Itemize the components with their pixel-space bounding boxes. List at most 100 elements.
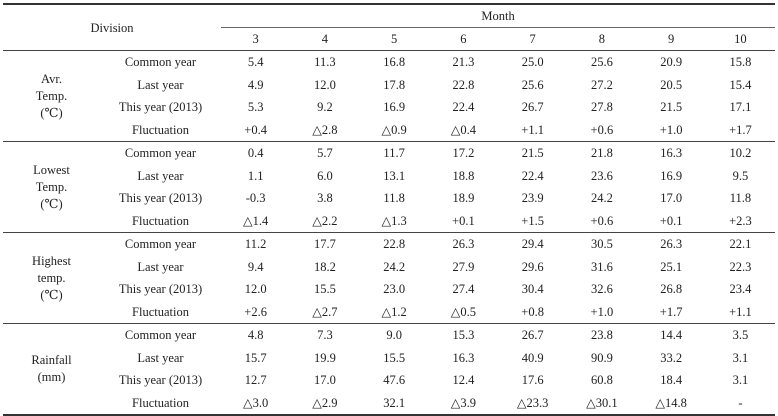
value-cell: 30.4 [521,282,544,297]
value-cell: △2.7 [312,304,338,319]
table-row: Fluctuation +2.6 △2.7 △1.2 △0.5 +0.8 +1.0 +1.7 +… [3,301,775,324]
value-cell: 3.5 [705,323,776,347]
value-cell: 20.9 [636,50,706,74]
table-row: Fluctuation +0.4 △2.8 △0.9 △0.4 +1.1 +0.6 +1.0 +… [3,119,775,142]
value-cell: 47.6 [383,373,406,388]
value-cell: 5.4 [221,50,291,74]
value-cell: △1.4 [243,213,269,228]
value-cell: 22.3 [729,259,752,274]
group-label-line: (℃) [40,196,63,211]
value-cell: 11.7 [359,141,429,165]
value-cell: 21.5 [660,100,683,115]
value-cell: 17.8 [383,77,406,92]
value-cell: 23.4 [729,282,752,297]
table-row: This year (2013) -0.3 3.8 11.8 18.9 23.9 24.2 1… [3,187,775,210]
value-cell: 33.2 [660,350,683,365]
value-cell: 9.2 [317,100,333,115]
value-cell: 31.6 [590,259,613,274]
value-cell: +0.1 [452,213,475,228]
row-label: Fluctuation [132,122,189,137]
value-cell: 4.9 [247,77,264,92]
value-cell: 18.4 [660,373,683,388]
value-cell: 27.9 [452,259,475,274]
value-cell: 13.1 [383,168,406,183]
row-label: Fluctuation [132,304,189,319]
value-cell: 17.6 [521,373,544,388]
value-cell: 22.4 [452,100,475,115]
value-cell: 17.7 [290,232,360,256]
value-cell: 9.5 [732,168,749,183]
row-label: Fluctuation [132,213,189,228]
value-cell: - [705,391,776,416]
value-cell: 22.1 [705,232,776,256]
value-cell: +1.0 [659,122,683,137]
value-cell: +0.6 [590,122,614,137]
value-cell: 15.5 [383,350,406,365]
value-cell: 15.4 [729,77,752,92]
value-cell: 26.7 [498,323,568,347]
value-cell: △0.5 [450,304,476,319]
value-cell: 5.3 [247,100,264,115]
value-cell: 24.2 [383,259,406,274]
value-cell: 40.9 [521,350,544,365]
value-cell: 17.0 [660,191,683,206]
value-cell: 7.3 [290,323,360,347]
row-label: This year (2013) [118,191,203,206]
row-label: Last year [137,77,184,92]
value-cell: 60.8 [590,373,613,388]
value-cell: 25.1 [660,259,683,274]
value-cell: -0.3 [245,191,266,206]
value-cell: 23.8 [567,323,637,347]
month-col-header: 9 [636,27,706,51]
value-cell: △1.2 [381,304,407,319]
value-cell: +0.4 [244,122,267,137]
value-cell: 15.3 [428,323,498,347]
value-cell: 18.9 [452,191,475,206]
group-label-line: temp. [37,270,66,285]
value-cell: 23.6 [590,168,613,183]
value-cell: 27.8 [590,100,613,115]
table-row: Rainfall (mm) Common year 4.8 7.3 9.0 15.3 26.7… [3,323,776,416]
value-cell: +0.8 [521,304,544,319]
row-label: This year (2013) [118,373,203,388]
group-label-line: (℃) [40,287,63,302]
value-cell: +1.7 [729,122,752,137]
value-cell: +2.3 [729,213,752,228]
value-cell: 26.8 [660,282,683,297]
value-cell: △3.9 [428,391,498,416]
value-cell: 22.8 [359,232,429,256]
value-cell: 18.8 [452,168,475,183]
table-row: Lowest Temp. (℃) Common year 0.4 5.7 11.7 17.2 2… [3,141,776,233]
row-label: Last year [137,350,184,365]
month-col-header: 5 [359,27,429,51]
table-row: This year (2013) 5.3 9.2 16.9 22.4 26.7 27.8 21… [3,96,775,119]
value-cell: 3.8 [317,191,333,206]
value-cell: 23.9 [521,191,544,206]
value-cell: 19.9 [313,350,336,365]
value-cell: 17.0 [313,373,336,388]
division-header: Division [3,3,221,51]
group-label-line: Avr. [41,71,62,86]
value-cell: 30.5 [567,232,637,256]
table-row: Last year 1.1 6.0 13.1 18.8 22.4 23.6 16.9 9.5 [3,165,775,188]
table-row: Highest temp. (℃) Common year 11.2 17.7 22.8 26… [3,232,776,324]
group-label: Avr. Temp. (℃) [3,50,100,142]
value-cell: 27.2 [590,77,613,92]
value-cell: 9.0 [359,323,429,347]
group-label: Lowest Temp. (℃) [3,141,100,233]
value-cell: 11.3 [290,50,360,74]
value-cell: 23.0 [383,282,406,297]
value-cell: 18.2 [313,259,336,274]
value-cell: 21.8 [567,141,637,165]
value-cell: 11.2 [221,232,291,256]
value-cell: 15.5 [313,282,336,297]
month-col-header: 3 [221,27,291,51]
value-cell: +1.5 [521,213,544,228]
value-cell: 15.7 [244,350,267,365]
value-cell: 90.9 [590,350,613,365]
value-cell: 22.4 [521,168,544,183]
value-cell: 5.7 [290,141,360,165]
month-col-header: 10 [705,27,776,51]
value-cell: 14.4 [636,323,706,347]
